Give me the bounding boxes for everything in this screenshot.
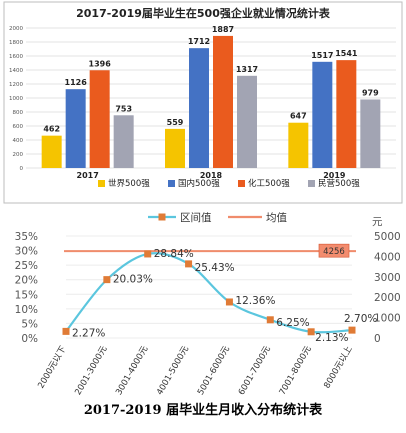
line-ytick-label: 5% [21, 318, 38, 330]
bar-value-label: 979 [362, 88, 379, 97]
bar-legend-label: 国内500强 [178, 178, 220, 189]
interval-point-label: 2.13% [315, 332, 348, 344]
bar-value-label: 1317 [236, 65, 258, 74]
bar-category-label: 2017 [77, 171, 99, 180]
interval-point-label: 12.36% [235, 295, 275, 307]
bar-2017-1 [65, 89, 86, 168]
interval-point-label: 2.70% [344, 313, 377, 325]
bar-ytick-label: 1600 [9, 54, 23, 60]
bar-2018-3 [237, 75, 257, 168]
bar-chart-title: 2017-2019届毕业生在500强企业就业情况统计表 [76, 6, 331, 20]
bar-2017-0 [41, 135, 62, 168]
bar-value-label: 753 [115, 104, 132, 113]
interval-point-marker [103, 276, 111, 284]
interval-point-label: 6.25% [276, 317, 309, 329]
line-ytick-label: 10% [15, 304, 38, 316]
bar-category-label: 2019 [323, 171, 346, 180]
interval-point-label: 20.03% [113, 274, 153, 286]
line-category-label: 3001-4000元 [114, 344, 150, 395]
bar-ytick-label: 1800 [9, 40, 23, 46]
interval-point-label: 25.43% [195, 262, 235, 274]
interval-point-marker [185, 260, 193, 268]
bar-legend-label: 世界500强 [108, 178, 150, 189]
bar-2019-0 [288, 122, 309, 168]
bar-ytick-label: 1200 [9, 82, 23, 88]
bar-ytick-label: 1000 [9, 96, 23, 102]
bar-ytick-label: 600 [13, 124, 24, 130]
line-ytick-label: 0% [21, 333, 38, 345]
interval-point-marker [348, 326, 356, 334]
legend-mean-label: 均值 [266, 211, 287, 224]
bar-value-label: 1517 [311, 51, 333, 60]
bar-ytick-label: 200 [13, 152, 24, 158]
bar-legend-swatch [98, 180, 105, 187]
bar-ytick-label: 800 [13, 110, 24, 116]
interval-point-marker [225, 298, 233, 306]
bar-value-label: 462 [43, 125, 60, 134]
line-y2-unit: 元 [372, 216, 383, 228]
interval-point-label: 2.27% [72, 327, 105, 339]
bar-legend-label: 民营500强 [318, 178, 360, 189]
line-category-label: 6001-7000元 [237, 344, 273, 395]
legend-interval-label: 区间值 [180, 211, 212, 224]
legend-interval-marker [158, 213, 166, 221]
bar-2019-3 [360, 99, 381, 168]
interval-point-marker [62, 327, 70, 335]
line-category-label: 2001-3000元 [73, 344, 109, 395]
line-y2tick-label: 1000 [374, 313, 401, 325]
line-y2tick-label: 4000 [374, 251, 401, 263]
bar-ytick-label: 1400 [9, 68, 23, 74]
bar-value-label: 1712 [188, 37, 210, 46]
line-category-label: 7001-8000元 [278, 344, 314, 395]
bar-category-label: 2018 [200, 171, 223, 180]
enterprise-employment-bar-chart: 2017-2019届毕业生在500强企业就业情况统计表 0 200 400 600 80… [3, 1, 403, 204]
line-y2tick-label: 0 [374, 333, 381, 345]
bar-value-label: 647 [290, 112, 307, 121]
bar-ytick-label: 400 [13, 138, 24, 144]
bar-legend-swatch [238, 180, 245, 187]
bar-2019-2 [336, 60, 357, 168]
interval-point-marker [266, 316, 274, 324]
line-ytick-label: 30% [15, 246, 38, 258]
line-ytick-label: 20% [15, 275, 38, 287]
bar-2017-2 [89, 70, 110, 168]
bar-value-label: 1541 [335, 49, 358, 58]
line-y2tick-label: 5000 [374, 231, 401, 243]
bar-2018-2 [213, 35, 233, 168]
bar-ytick-label: 2000 [9, 26, 23, 32]
figure-caption: 2017-2019 届毕业生月收入分布统计表 [83, 403, 323, 418]
bar-ytick-label: 0 [20, 166, 24, 172]
mean-value-label: 4256 [323, 247, 345, 257]
monthly-income-line-chart: 0% 5% 10% 15% 20% 25% 30% 35% 0 1000 2000 3000 4000… [15, 211, 401, 395]
line-category-label: 4001-5000元 [155, 344, 191, 395]
interval-point-marker [307, 328, 315, 336]
bar-legend-swatch [168, 180, 175, 187]
bar-2018-0 [165, 128, 185, 168]
line-category-label: 8000元以上 [322, 344, 354, 390]
line-category-label: 2000元以下 [36, 344, 68, 390]
bar-value-label: 1396 [89, 59, 112, 68]
bar-value-label: 559 [167, 118, 184, 127]
interval-point-marker [144, 250, 152, 258]
bar-legend-label: 化工500强 [248, 178, 290, 189]
line-y2tick-label: 2000 [374, 292, 401, 304]
line-y2tick-label: 3000 [374, 272, 401, 284]
line-ytick-label: 25% [15, 260, 38, 272]
line-category-label: 5001-6000元 [196, 344, 232, 395]
bar-value-label: 1887 [212, 25, 234, 34]
bar-2017-3 [113, 115, 134, 168]
line-ytick-label: 35% [15, 231, 38, 243]
mean-value-box [318, 243, 350, 258]
bar-legend-swatch [308, 180, 315, 187]
bar-value-label: 1126 [65, 78, 88, 87]
line-ytick-label: 15% [15, 289, 38, 301]
bar-2019-1 [312, 61, 333, 169]
bar-2018-1 [189, 48, 209, 168]
interval-point-label: 28.84% [154, 248, 194, 260]
